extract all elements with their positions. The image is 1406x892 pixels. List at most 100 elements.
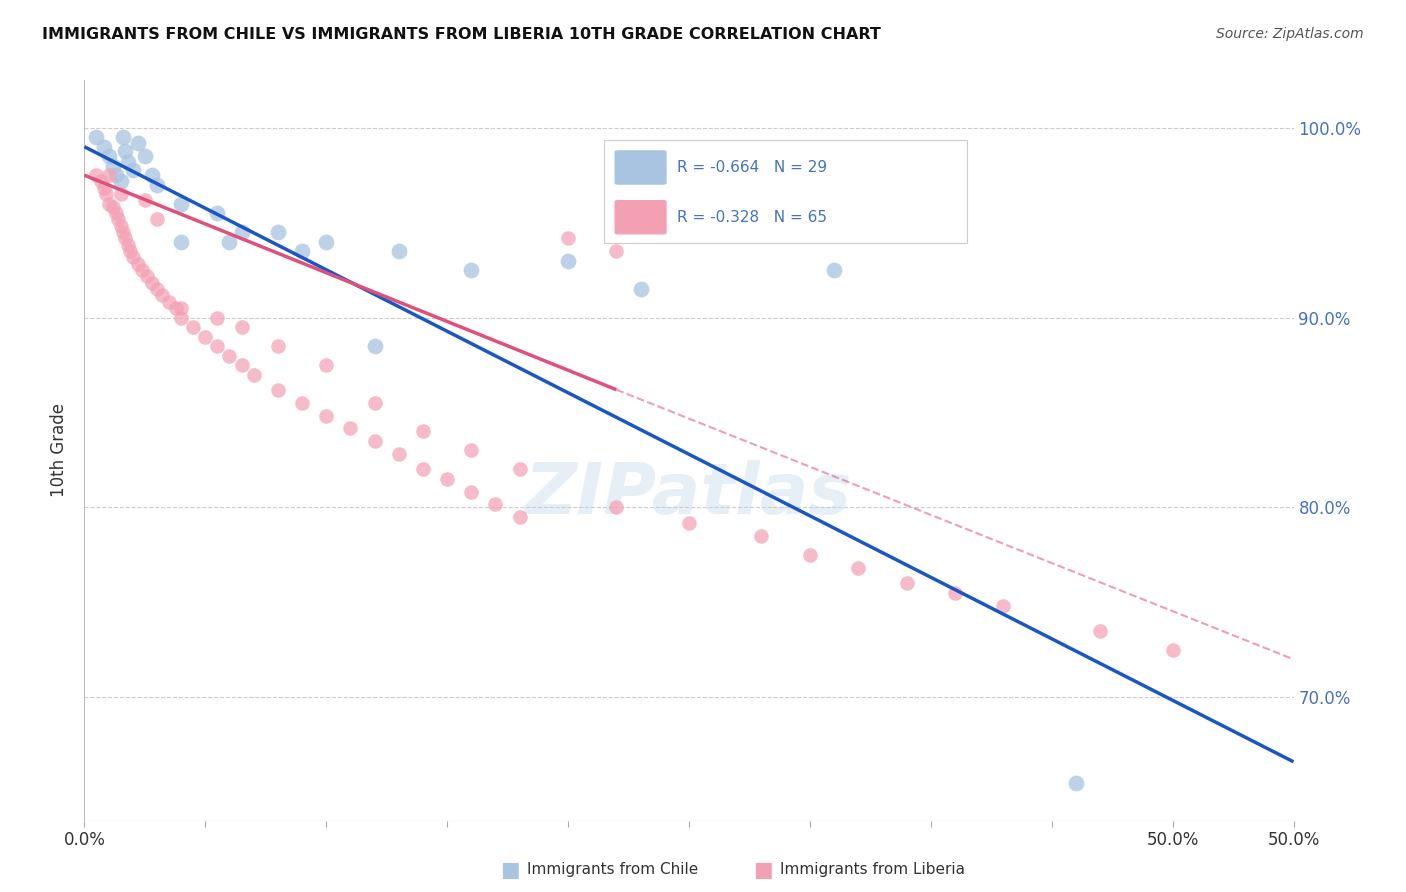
Point	[315, 358, 337, 372]
Point	[460, 263, 482, 277]
Point	[678, 516, 700, 530]
Point	[557, 253, 579, 268]
Point	[194, 329, 217, 343]
Point	[896, 576, 918, 591]
Point	[436, 472, 458, 486]
Point	[170, 196, 193, 211]
Point	[509, 509, 531, 524]
Point	[207, 206, 229, 220]
Point	[114, 231, 136, 245]
Point	[117, 238, 139, 252]
Point	[103, 201, 125, 215]
Point	[97, 168, 120, 182]
Point	[412, 462, 434, 476]
Point	[146, 211, 169, 226]
Point	[117, 155, 139, 169]
Point	[170, 235, 193, 249]
Point	[110, 174, 132, 188]
Point	[207, 310, 229, 325]
Point	[110, 187, 132, 202]
Point	[339, 420, 361, 434]
Point	[134, 149, 156, 163]
Point	[93, 181, 115, 195]
Point	[363, 396, 385, 410]
Y-axis label: 10th Grade: 10th Grade	[51, 403, 69, 498]
Point	[121, 250, 143, 264]
Point	[86, 168, 108, 182]
Point	[136, 268, 159, 283]
Point	[93, 139, 115, 153]
Point	[231, 358, 253, 372]
Point	[484, 497, 506, 511]
Point	[1161, 642, 1184, 657]
Point	[1064, 775, 1087, 789]
Point	[557, 231, 579, 245]
Point	[388, 447, 411, 461]
Point	[823, 263, 845, 277]
Point	[412, 425, 434, 439]
Point	[267, 339, 290, 353]
Point	[112, 130, 135, 145]
Text: ■: ■	[754, 860, 773, 880]
Point	[363, 434, 385, 448]
Point	[388, 244, 411, 259]
Point	[1088, 624, 1111, 638]
Point	[157, 295, 180, 310]
Point	[120, 244, 142, 259]
Point	[218, 349, 240, 363]
Point	[104, 168, 127, 182]
Point	[242, 368, 264, 382]
Point	[170, 310, 193, 325]
Point	[146, 282, 169, 296]
Point	[267, 383, 290, 397]
Text: Immigrants from Chile: Immigrants from Chile	[527, 863, 699, 877]
Point	[231, 225, 253, 239]
Point	[460, 485, 482, 500]
Point	[630, 282, 652, 296]
Point	[231, 320, 253, 334]
Point	[751, 529, 773, 543]
Point	[131, 263, 153, 277]
Point	[97, 196, 120, 211]
Point	[846, 561, 869, 575]
Text: ZIPatlas: ZIPatlas	[526, 460, 852, 529]
Point	[165, 301, 187, 315]
Point	[114, 144, 136, 158]
Point	[127, 257, 149, 271]
Point	[127, 136, 149, 150]
Point	[86, 130, 108, 145]
Point	[993, 599, 1015, 614]
Point	[141, 168, 163, 182]
Text: ■: ■	[501, 860, 520, 880]
Point	[134, 193, 156, 207]
Text: Immigrants from Liberia: Immigrants from Liberia	[780, 863, 966, 877]
Point	[460, 443, 482, 458]
Point	[146, 178, 169, 192]
Point	[104, 206, 127, 220]
Point	[291, 396, 314, 410]
Point	[121, 162, 143, 177]
Point	[943, 586, 966, 600]
Point	[291, 244, 314, 259]
Point	[267, 225, 290, 239]
Point	[150, 287, 173, 301]
Point	[107, 211, 129, 226]
Point	[90, 174, 112, 188]
Point	[112, 225, 135, 239]
Point	[103, 159, 125, 173]
Point	[97, 149, 120, 163]
Point	[207, 339, 229, 353]
Point	[181, 320, 204, 334]
Point	[170, 301, 193, 315]
Text: IMMIGRANTS FROM CHILE VS IMMIGRANTS FROM LIBERIA 10TH GRADE CORRELATION CHART: IMMIGRANTS FROM CHILE VS IMMIGRANTS FROM…	[42, 27, 882, 42]
Point	[605, 244, 627, 259]
Point	[363, 339, 385, 353]
Point	[315, 235, 337, 249]
Point	[218, 235, 240, 249]
Point	[141, 277, 163, 291]
Point	[509, 462, 531, 476]
Point	[110, 219, 132, 234]
Point	[799, 548, 821, 562]
Point	[605, 500, 627, 515]
Point	[315, 409, 337, 424]
